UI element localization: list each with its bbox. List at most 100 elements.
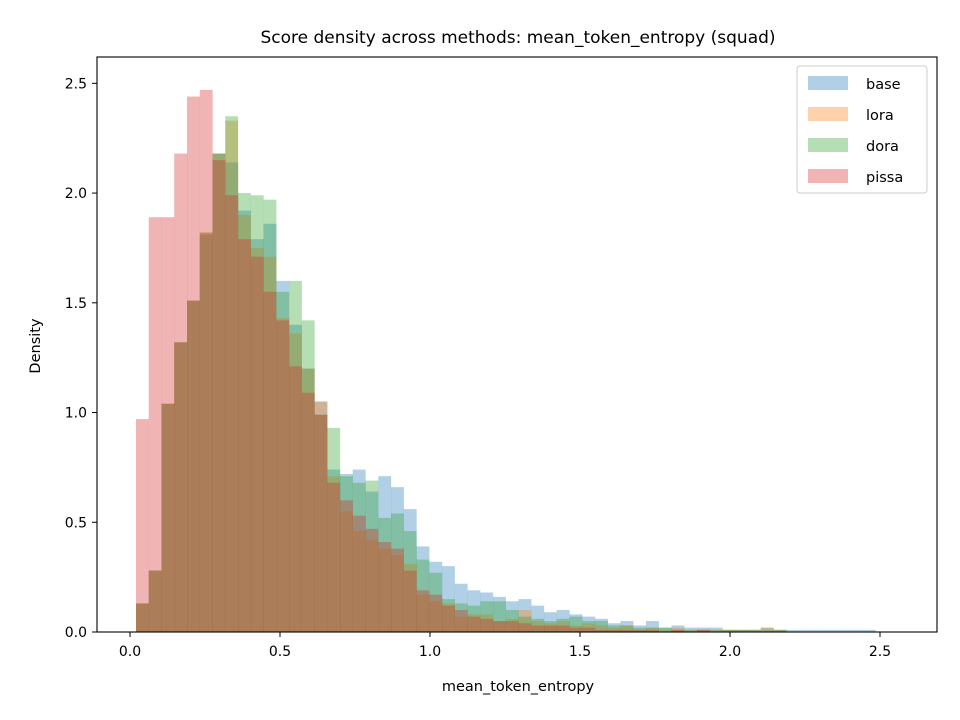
bar-base-12: [289, 324, 302, 632]
bar-dora-29: [505, 610, 519, 632]
legend-item-pissa: pissa: [808, 169, 903, 186]
bar-pissa-26: [467, 616, 481, 632]
legend-label: pissa: [866, 170, 903, 186]
bar-lora-9: [250, 247, 264, 632]
y-tick-label: 0.0: [65, 625, 87, 641]
bar-dora-22: [416, 559, 430, 632]
bar-base-28: [493, 596, 506, 632]
bar-dora-13: [301, 320, 315, 632]
bar-lora-17: [352, 531, 366, 632]
bar-base-41: [658, 627, 672, 632]
bar-dora-19: [378, 517, 392, 632]
bar-dora-16: [340, 476, 353, 632]
bar-dora-43: [684, 629, 698, 632]
legend-swatch: [808, 76, 848, 90]
bar-dora-7: [225, 116, 239, 632]
bar-lora-30: [518, 610, 532, 632]
x-axis-label: mean_token_entropy: [442, 679, 595, 695]
bar-pissa-27: [480, 618, 494, 632]
bar-lora-10: [263, 256, 277, 632]
bar-pissa-40: [646, 629, 659, 632]
bar-base-19: [378, 476, 392, 632]
bar-base-51: [786, 629, 800, 632]
bar-pissa-0: [136, 419, 149, 632]
bar-base-11: [276, 280, 290, 632]
bar-pissa-14: [314, 414, 328, 632]
bar-lora-31: [531, 621, 545, 632]
bar-base-45: [709, 627, 723, 632]
bar-lora-19: [378, 548, 392, 632]
y-tick-label: 1.0: [65, 406, 87, 422]
bar-lora-15: [327, 476, 341, 632]
bars-layer: [136, 89, 876, 633]
bar-lora-3: [174, 342, 188, 632]
x-tick-label: 0.0: [119, 644, 141, 660]
bar-dora-45: [709, 629, 723, 632]
bar-dora-15: [327, 427, 341, 632]
bar-pissa-38: [620, 629, 634, 632]
bar-base-32: [544, 612, 557, 632]
bar-lora-16: [340, 511, 353, 632]
bar-lora-12: [289, 333, 302, 632]
bar-lora-4: [187, 300, 200, 632]
bar-pissa-20: [391, 548, 404, 632]
bar-dora-38: [620, 625, 634, 632]
bar-dora-17: [352, 482, 366, 632]
bar-pissa-9: [250, 256, 264, 632]
bar-pissa-13: [301, 392, 315, 632]
bar-lora-29: [505, 618, 519, 632]
bar-base-14: [314, 401, 328, 632]
bar-pissa-25: [454, 610, 468, 632]
bar-base-31: [531, 605, 545, 632]
bar-dora-23: [429, 572, 443, 632]
bar-lora-44: [697, 629, 710, 632]
legend-item-dora: dora: [808, 138, 899, 155]
x-tick-label: 0.5: [269, 644, 291, 660]
bar-pissa-22: [416, 590, 430, 632]
bar-lora-23: [429, 601, 443, 632]
bar-dora-0: [136, 603, 149, 632]
bar-pissa-33: [556, 625, 570, 632]
y-tick-label: 0.5: [65, 515, 87, 531]
bar-pissa-10: [263, 291, 277, 632]
bar-lora-32: [544, 623, 557, 632]
bar-base-53: [811, 629, 825, 632]
bar-dora-8: [238, 193, 251, 632]
bar-dora-27: [480, 601, 494, 632]
bar-dora-39: [633, 627, 647, 632]
bar-pissa-1: [148, 217, 162, 632]
bar-pissa-35: [582, 627, 596, 632]
bar-lora-33: [556, 621, 570, 632]
bar-pissa-3: [174, 153, 188, 632]
bar-base-34: [569, 614, 583, 632]
bar-base-16: [340, 473, 353, 632]
bar-lora-41: [658, 629, 672, 632]
x-tick-label: 1.5: [569, 644, 591, 660]
legend-item-lora: lora: [808, 107, 894, 124]
bar-dora-5: [199, 232, 213, 632]
bar-pissa-23: [429, 594, 443, 632]
bar-pissa-36: [595, 629, 608, 632]
bar-base-56: [850, 629, 863, 632]
y-tick-label: 1.5: [65, 296, 87, 312]
bar-base-13: [301, 368, 315, 632]
series-base: [136, 153, 876, 633]
bar-pissa-42: [671, 629, 685, 632]
bar-dora-33: [556, 618, 570, 632]
bar-base-48: [748, 629, 761, 632]
bar-base-29: [505, 601, 519, 632]
bar-dora-18: [365, 480, 379, 632]
bar-lora-38: [620, 625, 634, 632]
bar-pissa-37: [607, 629, 621, 632]
bar-base-18: [365, 491, 379, 632]
bar-lora-24: [442, 603, 455, 632]
bar-base-55: [837, 629, 851, 632]
bar-base-6: [212, 153, 226, 632]
legend-label: dora: [866, 139, 899, 155]
bar-pissa-8: [238, 239, 251, 632]
bar-base-27: [480, 592, 494, 632]
bar-base-37: [607, 623, 621, 632]
bar-lora-37: [607, 627, 621, 632]
plot-frame: [96, 56, 938, 633]
bar-base-25: [454, 583, 468, 632]
